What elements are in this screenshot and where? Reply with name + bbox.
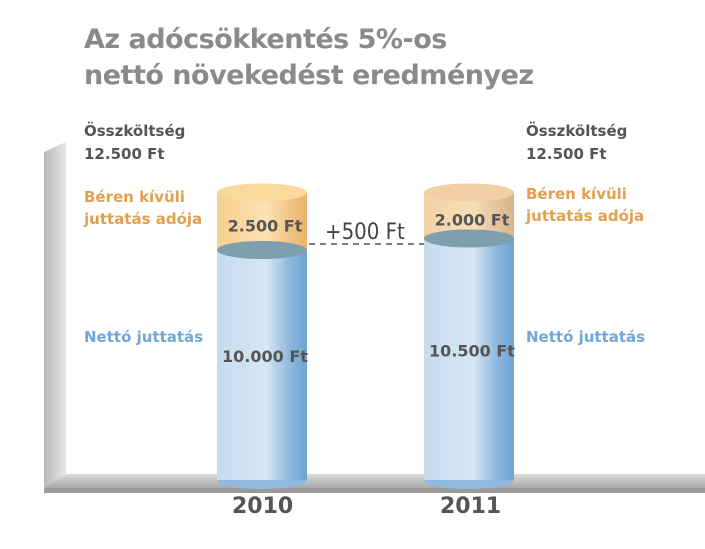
axis-floor-edge	[44, 488, 705, 493]
bar-net-2010	[217, 250, 307, 480]
bar-top-2010	[217, 183, 307, 202]
right-tax-line-2: juttatás adója	[526, 207, 645, 225]
label-net-2010: 10.000 Ft	[222, 347, 308, 366]
bar-tax-2010	[217, 192, 307, 250]
x-tick-2010: 2010	[232, 494, 294, 519]
axis-floor	[44, 474, 705, 488]
chart-title: Az adócsökkentés 5%-os nettó növekedést …	[84, 22, 534, 94]
x-tick-2011: 2011	[440, 494, 502, 519]
left-net-label: Nettó juttatás	[84, 328, 204, 346]
bar-top-2011	[424, 183, 514, 202]
difference-label: +500 Ft	[325, 220, 405, 245]
right-total-title: Összköltség	[526, 122, 628, 140]
right-net-label: Nettó juttatás	[526, 328, 646, 346]
label-net-2011: 10.500 Ft	[429, 341, 515, 360]
bar-net-2011	[424, 238, 514, 480]
bar-separator-2010	[217, 241, 307, 259]
left-total-value: 12.500 Ft	[84, 145, 165, 163]
left-tax-line-2: juttatás adója	[84, 210, 203, 228]
label-tax-2011: 2.000 Ft	[435, 211, 510, 230]
axis-wall	[44, 142, 66, 488]
title-line-2: nettó növekedést eredményez	[84, 60, 534, 91]
label-tax-2010: 2.500 Ft	[228, 216, 303, 235]
title-line-1: Az adócsökkentés 5%-os	[84, 24, 447, 55]
bar-separator-2011	[424, 229, 514, 248]
left-total-title: Összköltség	[84, 122, 186, 140]
left-tax-line-1: Béren kívüli	[84, 188, 185, 206]
right-tax-line-1: Béren kívüli	[526, 185, 627, 203]
right-total-value: 12.500 Ft	[526, 145, 607, 163]
